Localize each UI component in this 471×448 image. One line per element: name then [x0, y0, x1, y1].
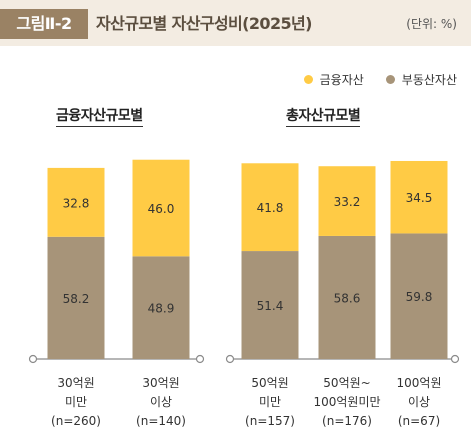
legend-item-real-estate: 부동산자산 [385, 71, 457, 88]
axis-endpoint-1a [28, 354, 38, 364]
figure-title: 자산규모별 자산구성비(2025년) [96, 14, 312, 33]
bar-value-label-financial-1: 32.8 [63, 196, 90, 210]
category-label-5-line-2: 이상 [408, 395, 430, 409]
bar-value-label-financial-4: 33.2 [334, 195, 361, 209]
bar-financial-1 [47, 167, 105, 237]
group-title-total-assets: 총자산규모별 [286, 106, 361, 127]
bar-real-estate-4 [318, 235, 376, 359]
legend-label-real-estate: 부동산자산 [401, 72, 457, 87]
bar-value-label-real-estate-4: 58.6 [334, 291, 361, 305]
legend-item-financial: 금융자산 [303, 71, 364, 88]
category-label-3-line-1: 50억원 [251, 376, 288, 390]
figure-number-badge: 그림Ⅱ-2 [0, 9, 88, 39]
bar-value-label-real-estate-1: 58.2 [63, 292, 90, 306]
bar-financial-3 [241, 163, 299, 252]
category-label-4-line-3: (n=176) [322, 414, 372, 428]
bar-real-estate-3 [241, 251, 299, 359]
category-label-1-line-1: 30억원 [57, 376, 94, 390]
legend-dot-real-estate [385, 74, 395, 84]
figure-header: 그림Ⅱ-2 자산규모별 자산구성비(2025년) (단위: %) [0, 0, 471, 46]
category-label-3-line-3: (n=157) [245, 414, 295, 428]
bar-value-label-financial-2: 46.0 [148, 202, 175, 216]
bar-financial-5 [390, 160, 448, 234]
category-label-5-line-3: (n=67) [398, 414, 440, 428]
unit-label: (단위: %) [406, 17, 457, 31]
bar-value-label-real-estate-3: 51.4 [257, 299, 284, 313]
legend-label-financial: 금융자산 [319, 72, 364, 87]
bar-value-label-financial-5: 34.5 [406, 191, 433, 205]
category-label-2-line-2: 이상 [150, 395, 172, 409]
category-label-2-line-3: (n=140) [136, 414, 186, 428]
group-title-financial-assets: 금융자산규모별 [56, 106, 143, 127]
bar-value-label-financial-3: 41.8 [257, 201, 284, 215]
bar-financial-2 [132, 159, 190, 257]
bar-value-label-real-estate-5: 59.8 [406, 290, 433, 304]
category-label-4-line-2: 100억원미만 [313, 395, 380, 409]
axis-endpoint-2b [450, 354, 460, 364]
bar-real-estate-2 [132, 256, 190, 359]
category-label-5-line-1: 100억원 [397, 376, 442, 390]
legend-dot-financial [303, 74, 313, 84]
bar-financial-4 [318, 166, 376, 236]
category-label-1-line-2: 미만 [65, 395, 87, 409]
axis-endpoint-1b [195, 354, 205, 364]
category-label-1-line-3: (n=260) [51, 414, 101, 428]
bar-value-label-real-estate-2: 48.9 [148, 302, 175, 316]
bar-real-estate-1 [47, 236, 105, 359]
category-label-4-line-1: 50억원~ [323, 376, 370, 390]
chart-legend: 금융자산 부동산자산 [282, 70, 457, 88]
axis-endpoint-2a [225, 354, 235, 364]
category-label-2-line-1: 30억원 [142, 376, 179, 390]
category-label-3-line-2: 미만 [259, 395, 281, 409]
bar-real-estate-5 [390, 233, 448, 359]
